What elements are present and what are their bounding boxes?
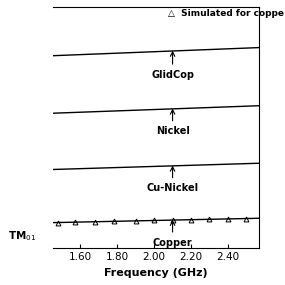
Text: Nickel: Nickel: [156, 110, 190, 137]
Text: Cu-Nickel: Cu-Nickel: [146, 167, 199, 193]
X-axis label: Frequency (GHz): Frequency (GHz): [104, 268, 208, 278]
Text: Copper: Copper: [153, 221, 192, 248]
Text: TM$_{01}$: TM$_{01}$: [8, 229, 36, 243]
Text: △  Simulated for coppe: △ Simulated for coppe: [168, 9, 284, 18]
Text: GlidCop: GlidCop: [151, 52, 194, 80]
